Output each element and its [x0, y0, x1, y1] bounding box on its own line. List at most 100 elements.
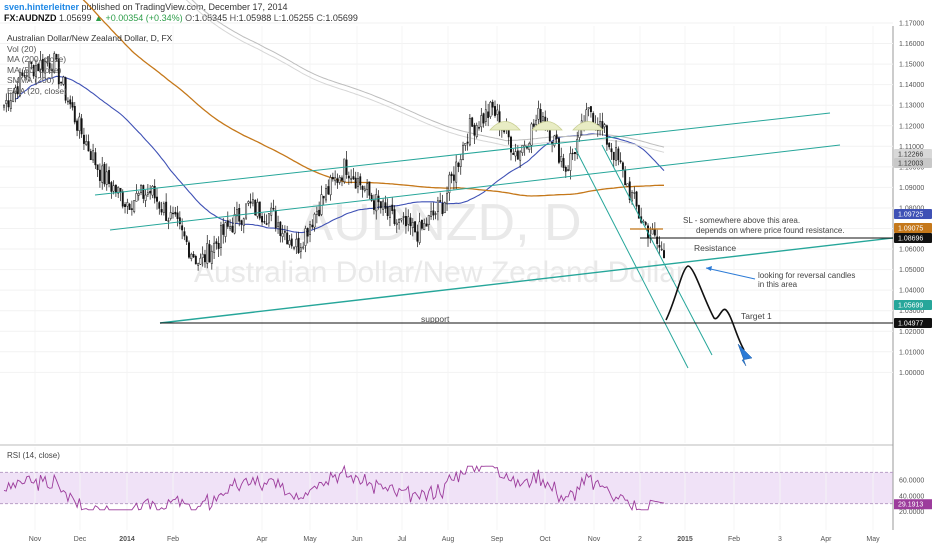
candle-body — [503, 130, 506, 133]
candle-body — [601, 121, 604, 130]
candle-body — [251, 199, 254, 204]
candle-body — [462, 144, 464, 160]
candle-body — [210, 250, 213, 264]
rsi-label: RSI (14, close) — [7, 451, 60, 460]
candle-body — [206, 243, 209, 264]
candle-body — [73, 106, 76, 123]
candle-body — [338, 177, 341, 183]
candle-body — [263, 221, 266, 223]
candle-body — [110, 182, 113, 192]
candle-body — [105, 171, 108, 185]
target-label: Target 1 — [741, 311, 772, 321]
resistance-label: Resistance — [694, 243, 736, 253]
candle-body — [162, 203, 165, 213]
candle-body — [9, 100, 12, 109]
candle-body — [174, 211, 177, 215]
candle-body — [117, 186, 120, 194]
candle-body — [96, 164, 99, 170]
publish-line: sven.hinterleitner published on TradingV… — [4, 2, 288, 13]
price-tick-label: 1.05000 — [899, 267, 924, 274]
candle-body — [290, 238, 293, 247]
candle-body — [286, 232, 289, 245]
price-tick-label: 1.17000 — [899, 21, 924, 28]
price-tick-label: 1.14000 — [899, 82, 924, 89]
candle-body — [576, 138, 579, 155]
author-link[interactable]: sven.hinterleitner — [4, 2, 80, 12]
time-tick-label: Jun — [351, 536, 362, 543]
candle-body — [226, 220, 229, 227]
candle-body — [89, 151, 92, 161]
time-axis[interactable]: Nov Dec 2014 Feb Apr May Jun Jul Aug Sep Oct Nov 2 20… — [29, 536, 880, 543]
candle-body — [108, 170, 111, 184]
candle-body — [473, 124, 476, 136]
candle-body — [539, 109, 542, 123]
candle-body — [402, 216, 405, 218]
candle-body — [562, 158, 565, 168]
price-axis[interactable]: 1.17000 1.16000 1.15000 1.14000 1.13000 1.120… — [899, 21, 924, 516]
candle-body — [325, 188, 327, 201]
candle-body — [521, 145, 524, 153]
candle-body — [245, 203, 248, 219]
candle-body — [258, 201, 261, 219]
candle-body — [133, 200, 136, 212]
time-tick-label: Apr — [257, 536, 269, 543]
candle-body — [471, 117, 474, 127]
candle-body — [466, 141, 469, 144]
time-tick-label: 2014 — [119, 536, 135, 543]
rsi-value-tag — [894, 499, 932, 510]
symbol-label[interactable]: FX:AUDNZD — [4, 13, 57, 23]
time-tick-label: 2015 — [677, 536, 693, 543]
rsi-band — [0, 472, 893, 504]
time-tick-label: May — [303, 536, 317, 543]
legend-ema[interactable]: EMA (20, close) — [7, 85, 67, 96]
candle-body — [128, 203, 131, 210]
rsi-pane[interactable]: RSI (14, close) 29.1913 — [3, 451, 932, 512]
reversal-annotation-line1: looking for reversal candles — [758, 271, 855, 280]
rising-support-trendline — [159, 237, 894, 324]
candle-body — [126, 202, 129, 207]
candle-body — [23, 75, 26, 77]
candle-body — [373, 200, 375, 210]
candle-body — [450, 173, 453, 177]
candle-body — [309, 224, 311, 235]
open-value: 1.05345 — [194, 13, 228, 23]
candle-body — [420, 219, 423, 229]
legend-smma[interactable]: SMMA (200) — [7, 75, 55, 85]
candle-body — [192, 253, 195, 258]
candle-body — [656, 236, 659, 244]
candle-body — [69, 99, 72, 105]
candle-body — [299, 247, 302, 252]
price-tick-label: 1.01000 — [899, 349, 924, 356]
candle-body — [304, 228, 307, 246]
candle-body — [112, 185, 115, 192]
price-tag — [894, 223, 932, 233]
candle-body — [21, 72, 24, 76]
price-tag-label: 1.05699 — [898, 303, 923, 310]
steep-down-line-1 — [574, 147, 689, 369]
candle-body — [510, 136, 512, 153]
candle-body — [14, 87, 17, 94]
price-tags: 1.12266 1.12003 1.09725 1.09075 1.08696 1.056… — [894, 149, 932, 328]
candle-body — [315, 210, 318, 215]
candle-body — [101, 165, 104, 183]
head-shoulder-arc — [531, 121, 563, 131]
legend-ma50[interactable]: MA (50, close) — [7, 64, 62, 75]
high-key: H: — [229, 13, 239, 23]
candle-body — [35, 65, 37, 77]
legend-vol[interactable]: Vol (20) — [7, 43, 37, 54]
candle-body — [19, 72, 21, 97]
indicator-legend: Australian Dollar/New Zealand Dollar, D,… — [7, 33, 172, 96]
candle-body — [124, 204, 126, 207]
candle-body — [80, 118, 83, 135]
candle-body — [418, 221, 421, 243]
price-tick-label: 1.00000 — [899, 370, 924, 377]
candle-body — [532, 123, 535, 127]
candle-body — [414, 221, 417, 233]
price-tick-label: 1.16000 — [899, 41, 924, 48]
sl-annotation-line2: depends on where price found resistance. — [696, 226, 845, 235]
candle-body — [464, 143, 467, 146]
time-tick-label: May — [866, 536, 880, 543]
candle-body — [30, 61, 33, 64]
legend-ma200[interactable]: MA (200, close) — [7, 54, 67, 64]
